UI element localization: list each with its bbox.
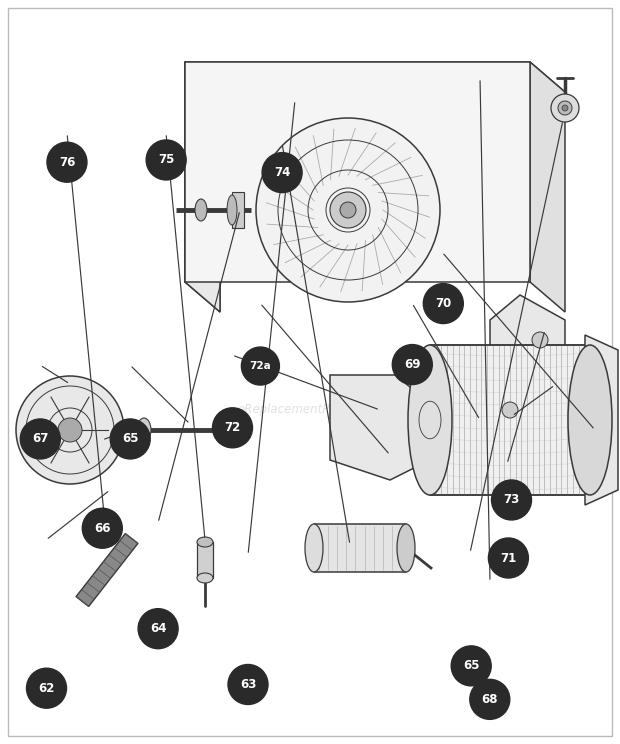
Polygon shape bbox=[185, 62, 220, 312]
Ellipse shape bbox=[568, 345, 612, 495]
Circle shape bbox=[502, 402, 518, 418]
Ellipse shape bbox=[305, 524, 323, 572]
Circle shape bbox=[110, 419, 150, 459]
Circle shape bbox=[138, 609, 178, 649]
Text: 69: 69 bbox=[404, 358, 420, 371]
Circle shape bbox=[27, 668, 66, 708]
Circle shape bbox=[20, 419, 60, 459]
Bar bbox=[314, 524, 406, 572]
Circle shape bbox=[489, 538, 528, 578]
Polygon shape bbox=[185, 62, 220, 312]
Polygon shape bbox=[185, 62, 565, 92]
Circle shape bbox=[58, 418, 82, 442]
Circle shape bbox=[241, 347, 280, 385]
Circle shape bbox=[551, 94, 579, 122]
Text: 63: 63 bbox=[240, 678, 256, 691]
Text: 72: 72 bbox=[224, 421, 241, 434]
Ellipse shape bbox=[227, 195, 237, 225]
Circle shape bbox=[532, 332, 548, 348]
Polygon shape bbox=[185, 62, 530, 282]
Text: 68: 68 bbox=[482, 693, 498, 706]
Text: 72a: 72a bbox=[249, 361, 272, 371]
Circle shape bbox=[392, 344, 432, 385]
Circle shape bbox=[16, 376, 124, 484]
Bar bbox=[430, 345, 590, 495]
Text: 76: 76 bbox=[59, 155, 75, 169]
Circle shape bbox=[423, 283, 463, 324]
Circle shape bbox=[558, 101, 572, 115]
Ellipse shape bbox=[408, 345, 452, 495]
Text: 75: 75 bbox=[158, 153, 174, 167]
Ellipse shape bbox=[195, 199, 207, 221]
Polygon shape bbox=[490, 295, 565, 460]
Circle shape bbox=[562, 105, 568, 111]
Circle shape bbox=[340, 202, 356, 218]
Text: 67: 67 bbox=[32, 432, 48, 446]
Text: 71: 71 bbox=[500, 551, 516, 565]
Circle shape bbox=[492, 480, 531, 520]
Circle shape bbox=[451, 646, 491, 686]
Polygon shape bbox=[530, 62, 565, 312]
Ellipse shape bbox=[197, 573, 213, 583]
Ellipse shape bbox=[137, 418, 151, 442]
Polygon shape bbox=[76, 533, 138, 606]
Polygon shape bbox=[585, 335, 618, 505]
Circle shape bbox=[228, 664, 268, 705]
Bar bbox=[232, 192, 244, 228]
Text: 74: 74 bbox=[274, 166, 290, 179]
Text: 62: 62 bbox=[38, 682, 55, 695]
Text: 66: 66 bbox=[94, 522, 110, 535]
Circle shape bbox=[256, 118, 440, 302]
Circle shape bbox=[262, 153, 302, 193]
Text: 65: 65 bbox=[463, 659, 479, 673]
Circle shape bbox=[470, 679, 510, 719]
Circle shape bbox=[330, 192, 366, 228]
Bar bbox=[197, 542, 213, 578]
Text: 70: 70 bbox=[435, 297, 451, 310]
Text: eReplacementParts.com: eReplacementParts.com bbox=[238, 403, 382, 416]
Text: 73: 73 bbox=[503, 493, 520, 507]
Ellipse shape bbox=[397, 524, 415, 572]
Circle shape bbox=[213, 408, 252, 448]
Circle shape bbox=[47, 142, 87, 182]
Text: 64: 64 bbox=[150, 622, 166, 635]
Circle shape bbox=[82, 508, 122, 548]
Polygon shape bbox=[330, 375, 420, 480]
Circle shape bbox=[146, 140, 186, 180]
Ellipse shape bbox=[197, 537, 213, 547]
Text: 65: 65 bbox=[122, 432, 138, 446]
